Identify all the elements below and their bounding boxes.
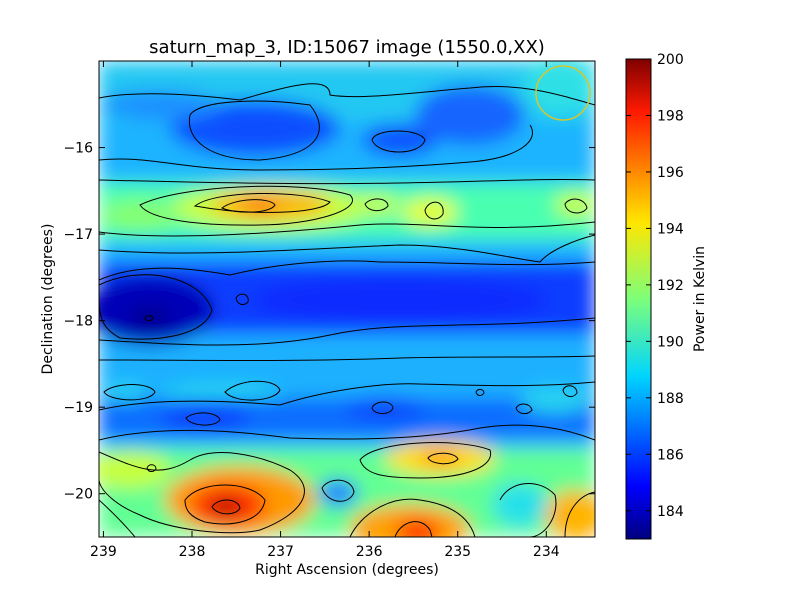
- y-tick-label: −19: [63, 400, 93, 416]
- y-axis-label: Declination (degrees): [40, 224, 56, 375]
- colorbar-tick-label: 184: [657, 504, 684, 520]
- beam-marker: [535, 65, 591, 121]
- colorbar-tick-label: 192: [657, 278, 684, 294]
- colorbar-tick-label: 198: [657, 108, 684, 124]
- x-tick-label: 239: [90, 544, 117, 560]
- colorbar: 184 186 188 190 192 194 196 198 200 Power in Kel…: [625, 52, 708, 540]
- y-tick-label: −16: [63, 141, 93, 157]
- y-tick-label: −18: [63, 314, 93, 330]
- colorbar-tick-label: 194: [657, 221, 684, 237]
- x-tick-label: 236: [356, 544, 383, 560]
- plot-frame: [98, 60, 596, 538]
- colorbar-tick-label: 188: [657, 391, 684, 407]
- colorbar-gradient: [625, 58, 652, 540]
- chart-title: saturn_map_3, ID:15067 image (1550.0,XX): [149, 37, 545, 58]
- x-axis-label: Right Ascension (degrees): [255, 562, 439, 578]
- x-tick-label: 237: [267, 544, 294, 560]
- y-tick-label: −20: [63, 487, 93, 503]
- x-tick-label: 235: [444, 544, 471, 560]
- x-tick-label: 238: [179, 544, 206, 560]
- x-tick-label: 234: [533, 544, 560, 560]
- colorbar-tick-label: 200: [657, 52, 684, 68]
- colorbar-tick-label: 190: [657, 334, 684, 350]
- colorbar-tick-label: 186: [657, 447, 684, 463]
- y-tick-label: −17: [63, 227, 93, 243]
- colorbar-tick-label: 196: [657, 165, 684, 181]
- x-axis: 239 238 237 236 235 234: [90, 61, 560, 560]
- colorbar-label: Power in Kelvin: [692, 246, 708, 352]
- heatmap-area: [99, 61, 595, 537]
- y-axis: −16 −17 −18 −19 −20: [63, 141, 595, 503]
